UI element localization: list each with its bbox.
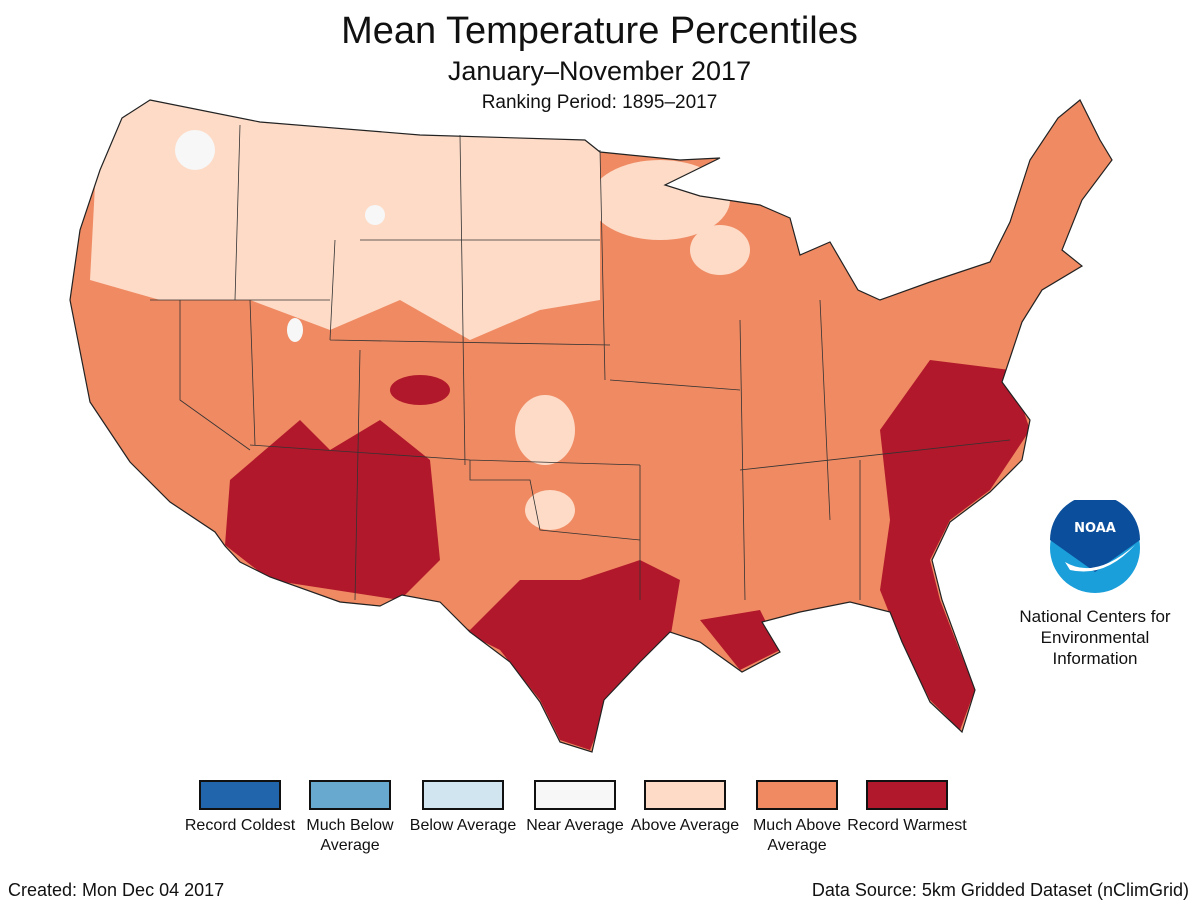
legend-swatch xyxy=(534,780,616,810)
legend-label: Above Average xyxy=(630,817,740,834)
ranking-period: Ranking Period: 1895–2017 xyxy=(481,92,718,113)
legend-swatch xyxy=(756,780,838,810)
legend-swatch xyxy=(644,780,726,810)
noaa-logo-block: NOAA National Centers for Environmental … xyxy=(1000,495,1190,669)
legend-swatch xyxy=(309,780,391,810)
organization-name: National Centers for Environmental Infor… xyxy=(1019,607,1171,668)
legend-label: Below Average xyxy=(409,817,517,834)
legend-record-warmest: Record Warmest xyxy=(847,780,967,836)
legend-label: Record Coldest xyxy=(184,817,296,834)
legend-much-below-average: Much Below Average xyxy=(290,780,410,856)
legend-near-average: Near Average xyxy=(515,780,635,836)
legend-record-coldest: Record Coldest xyxy=(180,780,300,836)
legend-label: Near Average xyxy=(526,817,624,834)
created-date: Created: Mon Dec 04 2017 xyxy=(8,880,225,900)
data-source: Data Source: 5km Gridded Dataset (nClimG… xyxy=(811,880,1189,900)
legend-label: Much Below Average xyxy=(306,817,394,854)
legend-label: Record Warmest xyxy=(847,817,967,834)
svg-text:NOAA: NOAA xyxy=(1074,521,1116,536)
legend-below-average: Below Average xyxy=(403,780,523,836)
state-borders xyxy=(150,124,1011,601)
above-average-regions xyxy=(90,100,750,530)
legend-much-above-average: Much Above Average xyxy=(737,780,857,856)
legend-swatch xyxy=(866,780,948,810)
legend-label: Much Above Average xyxy=(752,817,842,854)
near-average-regions xyxy=(175,130,385,342)
map-subtitle: January–November 2017 xyxy=(447,56,752,86)
legend-swatch xyxy=(422,780,504,810)
legend-above-average: Above Average xyxy=(625,780,745,836)
legend-swatch xyxy=(199,780,281,810)
record-warmest-regions xyxy=(225,360,1030,750)
noaa-logo-icon: NOAA xyxy=(1050,495,1140,593)
map-title: Mean Temperature Percentiles xyxy=(341,10,858,52)
